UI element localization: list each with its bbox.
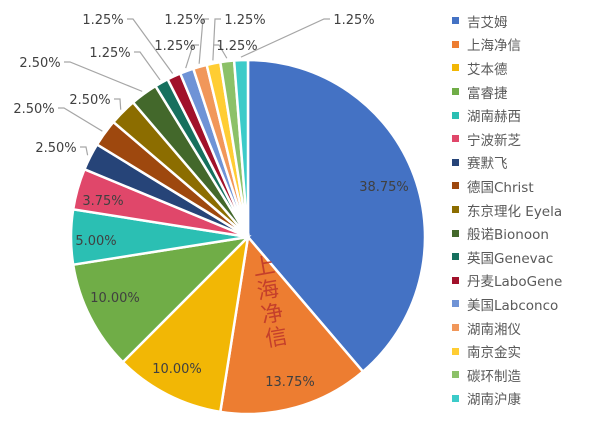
leader-line xyxy=(213,44,228,59)
legend-label: 东京理化 Eyela xyxy=(467,203,563,220)
legend-item: 吉艾姆 xyxy=(452,9,562,33)
legend-label: 德国Christ xyxy=(467,179,534,196)
data-label: 1.25% xyxy=(154,39,195,54)
legend-swatch xyxy=(452,111,459,119)
leader-line xyxy=(80,146,89,156)
legend-label: 英国Genevac xyxy=(467,250,554,267)
leader-line xyxy=(185,44,199,69)
data-label: 13.75% xyxy=(265,375,315,390)
legend-item: 美国Labconco xyxy=(452,292,562,316)
data-label: 1.25% xyxy=(164,13,205,28)
legend-item: 英国Genevac xyxy=(452,245,562,269)
legend-label: 般诺Bionoon xyxy=(467,227,549,244)
legend-item: 碳环制造 xyxy=(452,363,562,387)
legend-swatch xyxy=(452,158,459,166)
leader-line xyxy=(58,107,103,132)
legend-swatch xyxy=(452,64,459,72)
legend-swatch xyxy=(452,229,459,237)
legend-item: 般诺Bionoon xyxy=(452,221,562,245)
pie-slice xyxy=(121,233,250,414)
legend-swatch xyxy=(452,182,459,190)
data-label: 1.25% xyxy=(216,39,257,54)
legend-swatch xyxy=(452,394,459,402)
pie-slice xyxy=(218,234,365,416)
leader-line xyxy=(212,18,221,61)
legend-swatch xyxy=(452,206,459,214)
legend-item: 宁波新芝 xyxy=(452,127,562,151)
data-label: 5.00% xyxy=(75,234,116,249)
legend-label: 碳环制造 xyxy=(467,368,521,385)
leader-line xyxy=(114,98,122,110)
legend-label: 吉艾姆 xyxy=(467,14,508,31)
legend-item: 湖南赫西 xyxy=(452,103,562,127)
data-label: 1.25% xyxy=(333,13,374,28)
data-label: 1.25% xyxy=(224,13,265,28)
data-label: 1.25% xyxy=(82,13,123,28)
legend-item: 南京金实 xyxy=(452,339,562,363)
legend-label: 上海净信 xyxy=(467,38,521,55)
legend-item: 德国Christ xyxy=(452,174,562,198)
data-label: 10.00% xyxy=(152,362,202,377)
legend-label: 艾本德 xyxy=(467,61,508,78)
legend-label: 湖南湘仪 xyxy=(467,321,521,338)
data-label: 1.25% xyxy=(89,46,130,61)
legend-item: 艾本德 xyxy=(452,56,562,80)
legend-item: 东京理化 Eyela xyxy=(452,198,562,222)
legend-item: 上海净信 xyxy=(452,33,562,57)
legend-label: 湖南赫西 xyxy=(467,109,521,126)
legend-swatch xyxy=(452,40,459,48)
legend-label: 湖南沪康 xyxy=(467,392,521,409)
leader-line xyxy=(64,61,143,92)
data-label: 2.50% xyxy=(13,102,54,117)
legend-swatch xyxy=(452,276,459,284)
legend-swatch xyxy=(452,371,459,379)
legend-label: 赛默飞 xyxy=(467,156,508,173)
legend-label: 宁波新芝 xyxy=(467,132,521,149)
legend-swatch xyxy=(452,300,459,308)
pie-slice xyxy=(246,58,427,374)
leader-line xyxy=(240,18,330,58)
leader-line xyxy=(198,18,209,64)
legend-item: 赛默飞 xyxy=(452,151,562,175)
leader-line xyxy=(134,51,161,81)
data-label: 38.75% xyxy=(359,180,409,195)
leader-line xyxy=(127,18,174,74)
legend-swatch xyxy=(452,88,459,96)
legend-label: 丹麦LaboGene xyxy=(467,274,563,291)
data-label: 3.75% xyxy=(82,194,123,209)
legend-swatch xyxy=(452,324,459,332)
pie-slice xyxy=(71,235,252,364)
legend: 吉艾姆上海净信艾本德富睿捷湖南赫西宁波新芝赛默飞德国Christ 东京理化 Eye… xyxy=(452,9,562,410)
legend-label: 美国Labconco xyxy=(467,297,559,314)
data-label: 2.50% xyxy=(69,93,110,108)
legend-swatch xyxy=(452,347,459,355)
legend-swatch xyxy=(452,17,459,25)
data-label: 10.00% xyxy=(90,291,140,306)
legend-swatch xyxy=(452,253,459,261)
legend-item: 湖南沪康 xyxy=(452,387,562,411)
legend-label: 富睿捷 xyxy=(467,85,508,102)
legend-item: 丹麦LaboGene xyxy=(452,269,562,293)
data-label: 2.50% xyxy=(19,56,60,71)
data-label: 2.50% xyxy=(35,141,76,156)
pie-slice xyxy=(232,58,250,238)
legend-item: 富睿捷 xyxy=(452,80,562,104)
legend-item: 湖南湘仪 xyxy=(452,316,562,340)
legend-swatch xyxy=(452,135,459,143)
legend-label: 南京金实 xyxy=(467,345,521,362)
